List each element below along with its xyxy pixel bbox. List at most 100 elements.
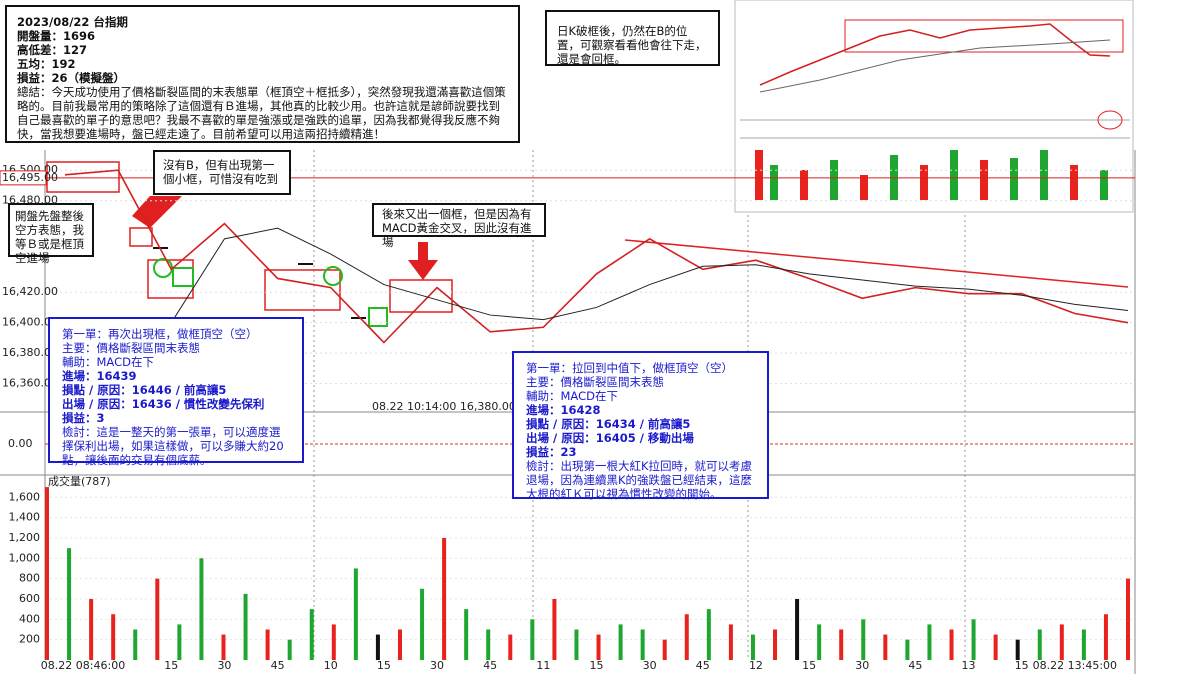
x-tick-label: 08.22 13:45:00	[1033, 659, 1117, 672]
summary-line: 高低差：127	[17, 43, 88, 57]
x-tick-label: 12	[749, 659, 763, 672]
volume-bar	[331, 624, 336, 660]
volume-bar	[464, 609, 469, 660]
x-tick-label: 15	[164, 659, 178, 672]
x-tick-label: 45	[696, 659, 710, 672]
volume-bar	[221, 634, 226, 660]
y-tick-label: 16,420.00	[2, 285, 58, 298]
exit-box	[368, 307, 388, 327]
trade-line: 主要：價格斷裂區間末表態	[526, 375, 664, 389]
volume-bar	[89, 598, 94, 660]
inset-ma	[759, 39, 1111, 93]
volume-bar	[486, 629, 491, 660]
y-tick-label: 16,400.00	[2, 316, 58, 329]
arrow	[408, 242, 438, 280]
volume-bar	[684, 614, 689, 660]
volume-bar	[133, 629, 138, 660]
volume-bar	[265, 629, 270, 660]
note: 沒有B，但有出現第一個小框，可惜沒有吃到	[163, 158, 278, 186]
y-tick-label: 800	[19, 572, 40, 585]
volume-bar	[111, 614, 116, 660]
volume-bar	[420, 588, 425, 660]
x-tick-label: 45	[483, 659, 497, 672]
summary-line: 開盤量：1696	[17, 29, 96, 43]
note-box: 開盤先盤整後空方表態，我等Ｂ或是框頂空進場	[8, 203, 94, 265]
volume-bar	[508, 634, 513, 660]
volume-bar	[574, 629, 579, 660]
x-tick-label: 30	[430, 659, 444, 672]
inset-line	[759, 23, 1111, 86]
x-tick-label: 15	[1015, 659, 1029, 672]
note: 後來又出一個框，但是因為有MACD黃金交叉，因此沒有進場	[382, 207, 532, 249]
trade-line: 檢討：這是一整天的第一張單，可以適度選擇保利出場，如果這樣做，可以多賺大約20點…	[62, 425, 284, 467]
y-tick-label: 1,200	[9, 531, 41, 544]
trade-line: 損益：23	[526, 445, 577, 459]
cursor-label: 08.22 10:14:00 16,380.00	[372, 400, 516, 413]
volume-bar	[883, 634, 888, 660]
volume-bar	[375, 634, 380, 660]
volume-bar	[199, 558, 204, 660]
y-tick-label: 200	[19, 633, 40, 646]
trade-line: 損點 / 原因：16434 / 前高讓5	[526, 417, 691, 431]
trade-box: 第一單：拉回到中值下，做框頂空（空） 主要：價格斷裂區間末表態 輔助：MACD在下進…	[512, 351, 769, 501]
volume-bar	[750, 634, 755, 660]
entry-circle	[153, 258, 173, 278]
volume-bar	[839, 629, 844, 660]
volume-bar	[817, 624, 822, 660]
trend-line	[624, 239, 1129, 288]
y-tick-label: 600	[19, 592, 40, 605]
trade-line: 損點 / 原因：16446 / 前高讓5	[62, 383, 227, 397]
trade-line: 第一單：拉回到中值下，做框頂空（空）	[526, 361, 733, 375]
volume-bar	[442, 537, 447, 660]
volume-bar	[309, 609, 314, 660]
volume-bar	[905, 639, 910, 660]
volume-bar	[1103, 614, 1108, 660]
summary-box: 2023/08/22 台指期 開盤量：1696 高低差：127 五均：192 損…	[5, 5, 520, 143]
x-tick-label: 45	[908, 659, 922, 672]
trade-line: 進場：16439	[62, 369, 137, 383]
note: 開盤先盤整後空方表態，我等Ｂ或是框頂空進場	[15, 209, 84, 265]
current-price-box	[0, 170, 47, 186]
volume-bar	[1081, 629, 1086, 660]
trade-line: 輔助：MACD在下	[62, 355, 154, 369]
range-box	[264, 269, 341, 311]
volume-bar	[640, 629, 645, 660]
y-tick-label: 1,600	[9, 490, 41, 503]
volume-bar	[243, 593, 248, 660]
range-box	[389, 279, 453, 313]
trade-line: 檢討：出現第一根大紅K拉回時，就可以考慮退場，因為連續黑K的強跌盤已經結束，這麼…	[526, 459, 753, 501]
volume-bar	[287, 639, 292, 660]
y-tick-label: 16,380.00	[2, 346, 58, 359]
volume-bar	[397, 629, 402, 660]
volume-bar	[1126, 578, 1130, 660]
note-box: 後來又出一個框，但是因為有MACD黃金交叉，因此沒有進場	[372, 203, 546, 249]
volume-bar	[45, 487, 49, 660]
note-box: 日K破框後，仍然在B的位置，可觀察看看他會往下走，還是會回框。	[545, 10, 720, 66]
inset-circle	[1097, 110, 1123, 130]
trade-line: 第一單：再次出現框，做框頂空（空）	[62, 327, 258, 341]
volume-bar	[773, 629, 778, 660]
x-tick-label: 15	[590, 659, 604, 672]
series-line	[170, 227, 1129, 323]
volume-bar	[618, 624, 623, 660]
entry-circle	[323, 266, 343, 286]
y-tick-label: 1,400	[9, 511, 41, 524]
volume-bar	[861, 619, 866, 660]
inset-volume	[755, 150, 1108, 200]
volume-bar	[971, 619, 976, 660]
current-price-label: 16,495.00	[2, 171, 58, 184]
volume-bar	[177, 624, 182, 660]
y-tick-label: 1,000	[9, 551, 41, 564]
x-tick-label: 45	[271, 659, 285, 672]
volume-bar	[155, 578, 160, 660]
volume-bar	[728, 624, 733, 660]
summary-line: 五均：192	[17, 57, 76, 71]
volume-bar	[993, 634, 998, 660]
x-tick-label: 08.22 08:46:00	[41, 659, 125, 672]
x-tick-label: 30	[643, 659, 657, 672]
volume-bar	[706, 609, 711, 660]
volume-bar	[927, 624, 932, 660]
inset-chart	[734, 0, 1134, 213]
